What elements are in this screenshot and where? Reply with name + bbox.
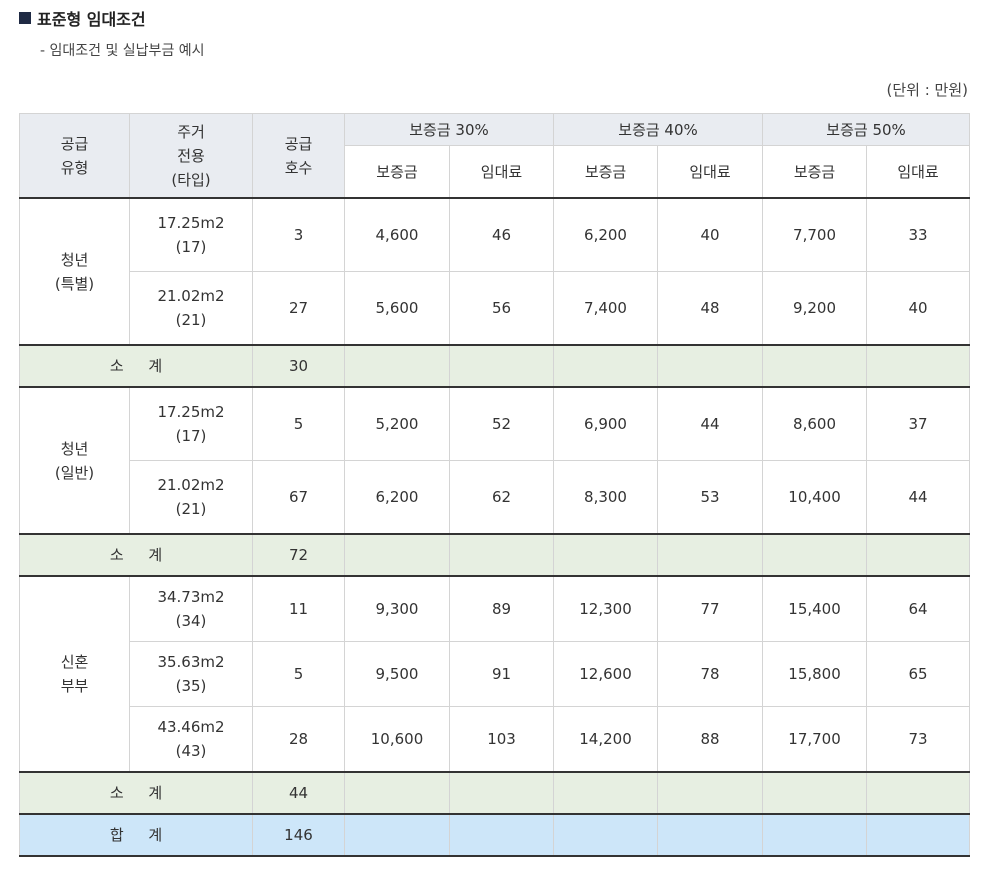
value-cell: 15,800 — [762, 641, 868, 707]
value-cell: 9,300 — [344, 575, 450, 642]
subtotal-row: 소 계 30 — [19, 344, 971, 388]
table-row: 35.63m2 (35) 5 9,500 91 12,600 78 15,800 … — [20, 641, 971, 707]
supply-type-cell: 신혼 부부 — [19, 575, 130, 773]
value-cell: 40 — [657, 197, 764, 272]
value-cell: 62 — [448, 460, 555, 535]
value-cell: 91 — [448, 641, 555, 707]
value-cell: 8,300 — [553, 460, 659, 535]
value-cell: 4,600 — [344, 197, 450, 272]
table-row: 21.02m2 (21) 27 5,600 56 7,400 48 9,200 4… — [20, 271, 971, 346]
supply-type-cell: 청년 (일반) — [19, 386, 130, 535]
area-cell: 34.73m2 (34) — [129, 575, 253, 642]
value-cell: 15,400 — [762, 575, 868, 642]
subtotal-value: 44 — [252, 771, 345, 815]
value-cell: 52 — [448, 386, 555, 461]
area-cell: 35.63m2 (35) — [129, 641, 253, 707]
header-deposit: 보증금 — [553, 145, 659, 199]
value-cell: 10,400 — [762, 460, 868, 535]
table-row: 청년 (특별) 17.25m2 (17) 3 4,600 46 6,200 40 7… — [19, 197, 971, 346]
value-cell: 37 — [866, 386, 971, 461]
total-row: 합 계 146 — [19, 813, 971, 857]
header-rent: 임대료 — [866, 145, 971, 199]
table-row: 21.02m2 (21) 67 6,200 62 8,300 53 10,400 … — [20, 460, 971, 535]
header-deposit: 보증금 — [762, 145, 868, 199]
area-cell: 21.02m2 (21) — [129, 460, 253, 535]
value-cell: 53 — [657, 460, 764, 535]
area-cell: 17.25m2 (17) — [129, 386, 253, 461]
subtotal-value: 30 — [252, 344, 345, 388]
unit-label: (단위 : 만원) — [886, 81, 969, 99]
subtotal-row: 소 계 44 — [19, 771, 971, 815]
units-cell: 67 — [252, 460, 345, 535]
value-cell: 6,900 — [553, 386, 659, 461]
value-cell: 73 — [866, 706, 971, 773]
value-cell: 46 — [448, 197, 555, 272]
value-cell: 78 — [657, 641, 764, 707]
header-deposit: 보증금 — [344, 145, 450, 199]
units-cell: 11 — [252, 575, 345, 642]
value-cell: 33 — [866, 197, 971, 272]
value-cell: 89 — [448, 575, 555, 642]
area-cell: 43.46m2 (43) — [129, 706, 253, 773]
value-cell: 7,400 — [553, 271, 659, 346]
page-title-text: 표준형 임대조건 — [37, 10, 146, 29]
header-rent: 임대료 — [448, 145, 555, 199]
supply-type-cell: 청년 (특별) — [19, 197, 130, 346]
area-cell: 21.02m2 (21) — [129, 271, 253, 346]
value-cell: 12,300 — [553, 575, 659, 642]
units-cell: 5 — [252, 641, 345, 707]
value-cell: 103 — [448, 706, 555, 773]
units-cell: 28 — [252, 706, 345, 773]
header-group-40: 보증금 40% — [553, 113, 764, 146]
table-row: 청년 (일반) 17.25m2 (17) 5 5,200 52 6,900 44 8… — [19, 386, 971, 535]
value-cell: 14,200 — [553, 706, 659, 773]
rental-conditions-table: 공급 유형 주거 전용 (타입) 공급 호수 보증금 30% 보증금 40% 보증금 5… — [19, 113, 971, 857]
subtotal-label: 소 계 — [19, 344, 253, 388]
value-cell: 77 — [657, 575, 764, 642]
value-cell: 8,600 — [762, 386, 868, 461]
value-cell: 6,200 — [344, 460, 450, 535]
value-cell: 12,600 — [553, 641, 659, 707]
header-area: 주거 전용 (타입) — [129, 113, 253, 199]
value-cell: 9,500 — [344, 641, 450, 707]
value-cell: 56 — [448, 271, 555, 346]
header-supply-type: 공급 유형 — [19, 113, 130, 199]
subtotal-value: 72 — [252, 533, 345, 577]
page-subtitle: - 임대조건 및 실납부금 예시 — [40, 43, 205, 59]
subtotal-label: 소 계 — [19, 771, 253, 815]
header-rent: 임대료 — [657, 145, 764, 199]
units-cell: 3 — [252, 197, 345, 272]
value-cell: 88 — [657, 706, 764, 773]
area-cell: 17.25m2 (17) — [129, 197, 253, 272]
units-cell: 5 — [252, 386, 345, 461]
value-cell: 40 — [866, 271, 971, 346]
page-title: 표준형 임대조건 — [19, 6, 146, 30]
table-row: 43.46m2 (43) 28 10,600 103 14,200 88 17,7… — [20, 706, 971, 773]
table-row: 신혼 부부 34.73m2 (34) 11 9,300 89 12,300 77 1… — [19, 575, 971, 773]
total-value: 146 — [252, 813, 345, 857]
subtotal-label: 소 계 — [19, 533, 253, 577]
value-cell: 48 — [657, 271, 764, 346]
units-cell: 27 — [252, 271, 345, 346]
value-cell: 7,700 — [762, 197, 868, 272]
value-cell: 64 — [866, 575, 971, 642]
value-cell: 5,200 — [344, 386, 450, 461]
value-cell: 9,200 — [762, 271, 868, 346]
value-cell: 17,700 — [762, 706, 868, 773]
value-cell: 44 — [866, 460, 971, 535]
header-group-50: 보증금 50% — [762, 113, 971, 146]
value-cell: 5,600 — [344, 271, 450, 346]
square-bullet-icon — [19, 12, 31, 24]
header-group-30: 보증금 30% — [343, 113, 555, 146]
value-cell: 10,600 — [344, 706, 450, 773]
value-cell: 6,200 — [553, 197, 659, 272]
value-cell: 44 — [657, 386, 764, 461]
header-units: 공급 호수 — [252, 113, 345, 199]
subtotal-row: 소 계 72 — [19, 533, 971, 577]
total-label: 합 계 — [19, 813, 253, 857]
value-cell: 65 — [866, 641, 971, 707]
